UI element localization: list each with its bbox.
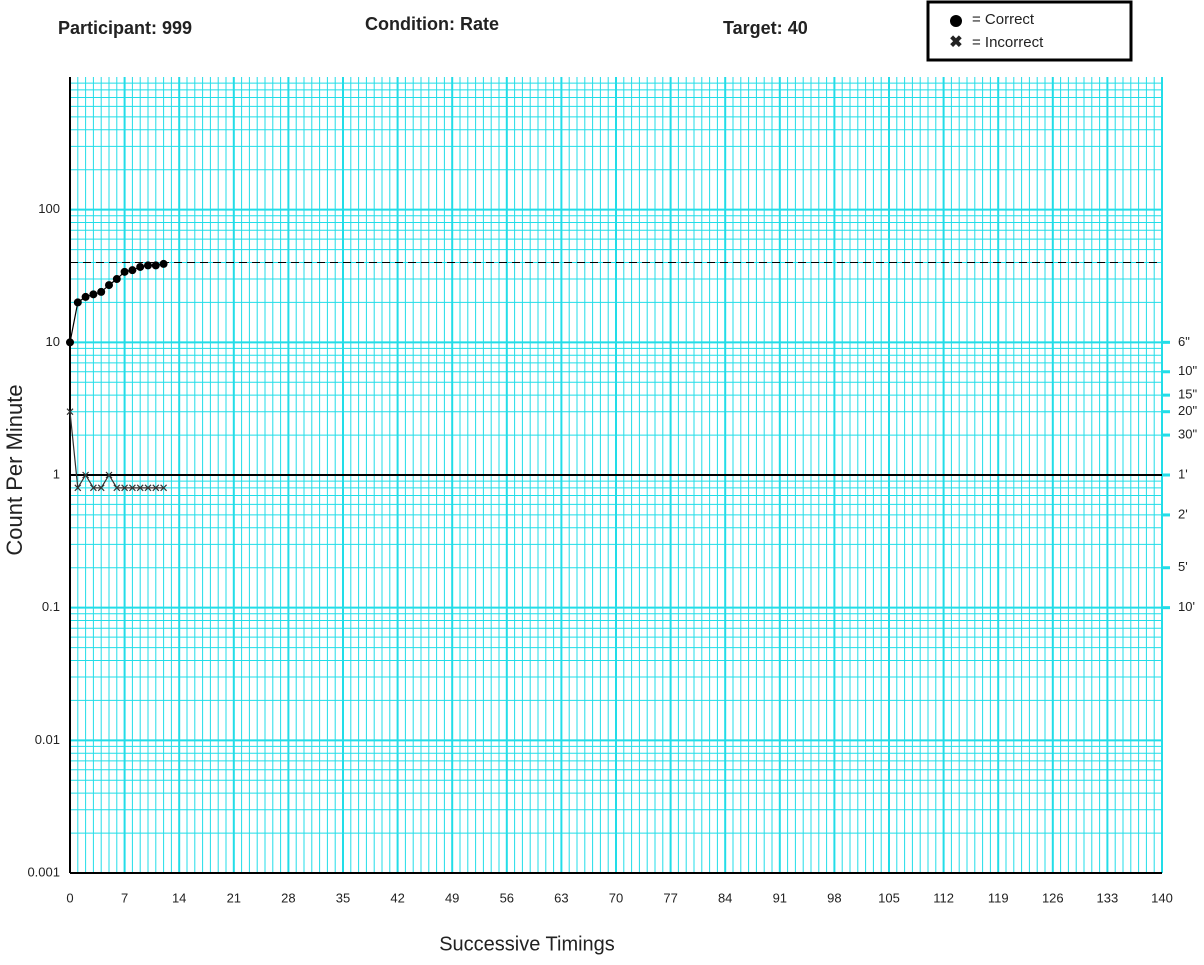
timing-tick-label: 30" (1178, 427, 1197, 442)
legend-label: = Correct (972, 11, 1035, 28)
timing-tick-label: 10" (1178, 363, 1197, 378)
y-tick-label: 0.1 (42, 599, 60, 614)
x-tick-label: 14 (172, 890, 186, 905)
timing-tick-label: 20" (1178, 403, 1197, 418)
y-tick-label: 100 (38, 201, 60, 216)
legend-label: = Incorrect (972, 34, 1044, 51)
target-value: 40 (788, 18, 808, 38)
target: Target: 40 (723, 18, 808, 38)
x-tick-label: 49 (445, 890, 459, 905)
legend-marker: ✖ (949, 34, 962, 51)
data-point (128, 266, 137, 275)
data-point (144, 484, 152, 492)
data-point (151, 261, 160, 270)
data-point (112, 275, 121, 284)
y-tick-label: 1 (53, 466, 60, 481)
data-point (152, 484, 160, 492)
x-tick-label: 28 (281, 890, 295, 905)
x-tick-label: 35 (336, 890, 350, 905)
x-axis-label: Successive Timings (439, 933, 615, 955)
y-tick-label: 0.001 (27, 864, 60, 879)
legend-box (926, 0, 1133, 62)
x-tick-label: 42 (390, 890, 404, 905)
x-tick-label: 0 (66, 890, 73, 905)
x-tick-label: 133 (1097, 890, 1119, 905)
data-point (81, 292, 90, 301)
data-point (128, 484, 136, 492)
data-point (89, 290, 98, 299)
x-tick-label: 70 (609, 890, 623, 905)
x-tick-label: 63 (554, 890, 568, 905)
y-tick-label: 0.01 (35, 732, 60, 747)
participant: Participant: 999 (58, 18, 192, 38)
data-point (136, 484, 144, 492)
x-tick-label: 91 (773, 890, 787, 905)
data-point (82, 471, 90, 479)
data-point (105, 471, 113, 479)
x-tick-label: 84 (718, 890, 732, 905)
x-tick-label: 56 (500, 890, 514, 905)
x-tick-label: 98 (827, 890, 841, 905)
data-point (73, 298, 82, 307)
y-tick-label: 10 (46, 334, 60, 349)
x-tick-label: 119 (988, 890, 1009, 905)
x-tick-label: 105 (878, 890, 900, 905)
data-point (160, 484, 168, 492)
data-point (113, 484, 121, 492)
timing-tick-label: 15" (1178, 387, 1197, 402)
timing-tick-label: 10' (1178, 599, 1195, 614)
timing-tick-label: 2' (1178, 506, 1188, 521)
data-point (97, 287, 106, 296)
data-point (105, 281, 113, 290)
data-point (121, 484, 129, 492)
data-point (144, 261, 152, 270)
data-point (159, 259, 168, 268)
legend-marker (950, 15, 962, 27)
x-tick-label: 112 (933, 890, 954, 905)
condition: Condition: Rate (365, 14, 499, 34)
data-point (120, 267, 129, 276)
x-tick-label: 21 (227, 890, 241, 905)
x-tick-label: 77 (663, 890, 677, 905)
data-point (74, 484, 82, 492)
data-point (66, 338, 74, 347)
y-axis-label: Count Per Minute (2, 384, 27, 555)
data-point (97, 484, 105, 492)
x-tick-label: 7 (121, 890, 128, 905)
target-label: Target: (723, 18, 783, 38)
data-point (89, 484, 97, 492)
data-point (136, 262, 145, 271)
timing-tick-label: 5' (1178, 559, 1188, 574)
data-point (66, 408, 74, 416)
x-tick-label: 140 (1151, 890, 1173, 905)
timing-tick-label: 6" (1178, 334, 1190, 349)
x-tick-label: 126 (1042, 890, 1064, 905)
timing-tick-label: 1' (1178, 466, 1188, 481)
